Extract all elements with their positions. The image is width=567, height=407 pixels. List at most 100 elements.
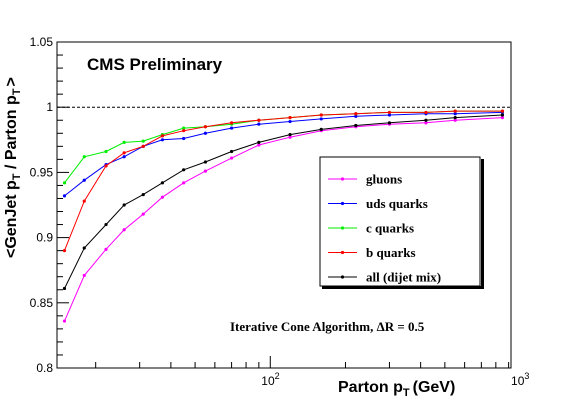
y-tick-label: 0.95 (30, 165, 54, 179)
data-point (387, 113, 392, 117)
legend-item: c quarks (328, 221, 414, 236)
data-point (62, 249, 67, 253)
data-point (182, 181, 186, 185)
data-point (453, 116, 457, 120)
data-point (122, 203, 126, 207)
legend-label: b quarks (366, 245, 416, 260)
legend-marker (340, 201, 345, 206)
data-point (288, 116, 292, 120)
data-point (257, 118, 261, 122)
legend-label: all (dijet mix) (366, 270, 441, 285)
data-point (82, 155, 86, 159)
data-point (203, 131, 208, 135)
data-point (182, 129, 186, 133)
chart-title: CMS Preliminary (87, 55, 223, 74)
data-point (122, 140, 126, 145)
data-point (182, 126, 186, 130)
data-point (288, 119, 292, 124)
data-point (319, 113, 323, 117)
data-point (141, 144, 145, 148)
data-point (453, 109, 457, 113)
legend: gluons uds quarks c quarks b quarks all (dij… (319, 156, 484, 289)
data-point (257, 122, 261, 126)
legend-marker (340, 226, 345, 230)
data-point (229, 156, 234, 160)
data-point (257, 143, 261, 147)
y-tick-label: 0.9 (36, 231, 53, 245)
data-point (229, 149, 234, 154)
data-point (141, 192, 145, 197)
data-point (104, 164, 108, 168)
data-point (229, 121, 234, 125)
data-point (453, 118, 457, 122)
y-tick-labels: 0.8 0.85 0.9 0.95 1 1.05 (30, 35, 54, 375)
data-point (82, 246, 86, 250)
x-tick-label: 103 (511, 371, 529, 388)
y-tick-label: 1.05 (30, 35, 54, 49)
legend-label: c quarks (366, 221, 414, 236)
y-axis-label: <GenJet pT / Parton pT> (3, 77, 23, 258)
data-point (424, 110, 428, 115)
data-point (82, 199, 86, 203)
data-point (141, 139, 145, 143)
data-point (229, 126, 234, 130)
legend-item: all (dijet mix) (328, 270, 441, 285)
data-point (424, 118, 428, 122)
x-tick-label: 102 (261, 371, 279, 388)
data-point (104, 247, 108, 251)
legend-item: uds quarks (328, 196, 428, 211)
data-point (387, 121, 392, 125)
y-tick-label: 0.8 (36, 361, 53, 375)
data-point (182, 136, 186, 141)
data-point (104, 222, 108, 227)
legend-marker (340, 177, 345, 181)
data-point (122, 151, 126, 155)
series-4 (62, 113, 505, 291)
data-point (122, 228, 126, 232)
data-point (82, 273, 86, 278)
data-point (354, 114, 358, 118)
data-point (62, 286, 67, 291)
x-tick-labels: 102 103 (261, 371, 529, 388)
data-point (387, 110, 392, 115)
data-point (160, 181, 165, 185)
series-layer (62, 109, 505, 323)
data-point (203, 169, 208, 173)
data-point (424, 121, 428, 125)
data-point (160, 195, 165, 199)
chart-annotation: Iterative Cone Algorithm, ΔR = 0.5 (230, 319, 425, 334)
data-point (62, 194, 67, 198)
legend-label: gluons (366, 172, 402, 187)
series-3 (62, 109, 505, 253)
data-point (288, 135, 292, 139)
data-point (122, 155, 126, 159)
legend-marker (340, 275, 345, 279)
y-tick-label: 0.85 (30, 296, 54, 310)
data-point (257, 140, 261, 145)
data-point (141, 212, 145, 216)
data-point (354, 123, 358, 128)
legend-item: b quarks (328, 245, 416, 260)
data-point (203, 160, 208, 164)
data-point (354, 112, 358, 116)
data-point (500, 109, 505, 113)
x-axis-label: Parton pT (GeV) (338, 379, 455, 399)
data-point (62, 319, 67, 323)
legend-item: gluons (328, 172, 402, 187)
data-point (288, 132, 292, 137)
data-point (203, 125, 208, 129)
data-point (453, 112, 457, 116)
plot-frame (56, 41, 512, 369)
y-tick-label: 1 (46, 100, 53, 114)
data-point (319, 117, 323, 121)
data-point (82, 178, 86, 182)
data-point (62, 181, 67, 185)
data-point (160, 138, 165, 142)
legend-label: uds quarks (366, 196, 428, 211)
data-point (160, 134, 165, 138)
data-point (500, 113, 505, 117)
data-point (104, 149, 108, 154)
data-point (500, 116, 505, 120)
data-point (182, 168, 186, 172)
